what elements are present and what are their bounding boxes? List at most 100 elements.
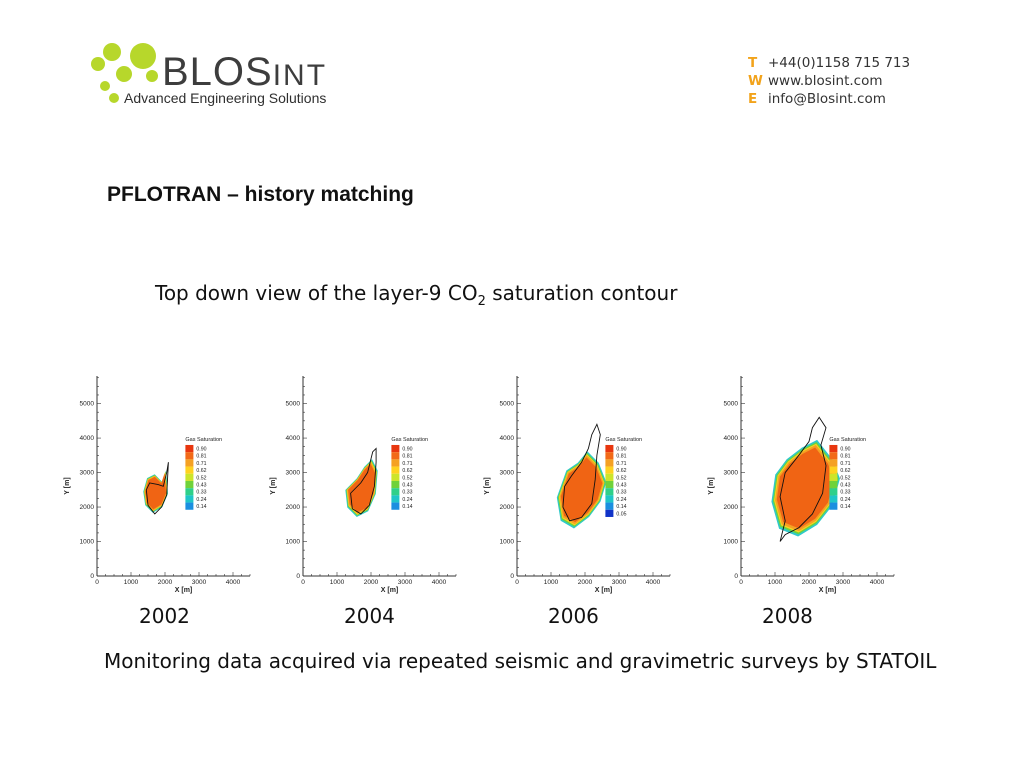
legend-label: 0.33 xyxy=(402,490,412,496)
logo-dot xyxy=(100,81,110,91)
y-tick-label: 5000 xyxy=(500,401,515,408)
plume-contour-band xyxy=(776,447,835,529)
y-tick-label: 2000 xyxy=(80,504,95,511)
legend-label: 0.14 xyxy=(402,504,412,510)
legend-label: 0.81 xyxy=(402,454,412,460)
y-axis-label: Y [m] xyxy=(484,477,491,494)
legend-label: 0.14 xyxy=(196,504,206,510)
logo-dot xyxy=(130,43,156,69)
legend-swatch xyxy=(391,502,400,510)
legend-label: 0.43 xyxy=(840,482,850,488)
legend-swatch xyxy=(391,480,400,489)
legend-swatch xyxy=(605,488,614,496)
legend-swatch xyxy=(391,488,400,496)
legend-swatch xyxy=(829,452,838,460)
y-tick-label: 2000 xyxy=(286,504,301,511)
legend-title: Gas Saturation xyxy=(185,437,222,443)
x-tick-label: 0 xyxy=(515,579,519,586)
plume-contour-band xyxy=(145,473,167,510)
x-tick-label: 1000 xyxy=(544,579,559,586)
y-tick-label: 1000 xyxy=(500,539,515,546)
logo-dot xyxy=(91,57,105,71)
legend-title: Gas Saturation xyxy=(391,437,428,443)
legend-swatch xyxy=(185,466,194,474)
legend-label: 0.14 xyxy=(616,504,626,510)
y-tick-label: 4000 xyxy=(80,435,95,442)
x-tick-label: 3000 xyxy=(612,579,627,586)
legend-label: 0.81 xyxy=(616,454,626,460)
saturation-plot-2004: 0 1000 2000 3000 4000 0 1000 2000 3000 4000 5000 X … xyxy=(270,376,457,594)
y-tick-label: 3000 xyxy=(724,470,739,477)
y-tick-label: 0 xyxy=(734,573,738,580)
y-tick-label: 4000 xyxy=(286,435,301,442)
legend-label: 0.52 xyxy=(616,475,626,481)
year-label-2006: 2006 xyxy=(548,604,599,628)
x-tick-label: 1000 xyxy=(768,579,783,586)
y-tick-label: 4000 xyxy=(724,435,739,442)
legend-swatch xyxy=(829,444,838,453)
slide-subtitle: Top down view of the layer-9 CO2 saturat… xyxy=(155,281,678,309)
legend-label: 0.71 xyxy=(196,461,206,467)
legend-label: 0.62 xyxy=(840,468,850,474)
legend-swatch xyxy=(829,480,838,489)
legend-label: 0.90 xyxy=(402,446,412,452)
legend-swatch xyxy=(829,459,838,467)
legend-swatch xyxy=(605,495,614,503)
legend-label: 0.71 xyxy=(840,461,850,467)
x-tick-label: 2000 xyxy=(158,579,173,586)
x-tick-label: 3000 xyxy=(398,579,413,586)
legend-label: 0.52 xyxy=(196,475,206,481)
saturation-plot-2008: 0 1000 2000 3000 4000 0 1000 2000 3000 4000 5000 X … xyxy=(708,376,895,594)
legend-label: 0.24 xyxy=(402,497,412,503)
y-tick-label: 3000 xyxy=(286,470,301,477)
legend-swatch xyxy=(605,509,614,517)
y-tick-label: 0 xyxy=(296,573,300,580)
legend-swatch xyxy=(605,452,614,460)
x-tick-label: 4000 xyxy=(432,579,447,586)
legend-swatch xyxy=(605,466,614,474)
y-tick-label: 5000 xyxy=(286,401,301,408)
legend-label: 0.43 xyxy=(402,482,412,488)
legend-label: 0.62 xyxy=(402,468,412,474)
brand-tagline: Advanced Engineering Solutions xyxy=(124,90,327,106)
x-tick-label: 2000 xyxy=(578,579,593,586)
x-tick-label: 3000 xyxy=(836,579,851,586)
x-tick-label: 4000 xyxy=(226,579,241,586)
legend-label: 0.43 xyxy=(616,482,626,488)
saturation-plot-2002: 0 1000 2000 3000 4000 0 1000 2000 3000 4000 5000 X … xyxy=(64,376,251,594)
legend-swatch xyxy=(605,502,614,510)
x-tick-label: 3000 xyxy=(192,579,207,586)
plume-contour-band xyxy=(560,457,603,523)
y-tick-label: 3000 xyxy=(80,470,95,477)
legend-label: 0.90 xyxy=(196,446,206,452)
legend-label: 0.90 xyxy=(616,446,626,452)
brand-main: BLOS xyxy=(162,50,273,94)
legend-label: 0.90 xyxy=(840,446,850,452)
legend-swatch xyxy=(829,473,838,481)
y-axis-label: Y [m] xyxy=(708,477,715,494)
y-tick-label: 5000 xyxy=(80,401,95,408)
legend-swatch xyxy=(605,444,614,453)
logo-dot xyxy=(146,70,158,82)
legend-swatch xyxy=(185,488,194,496)
legend-swatch xyxy=(605,480,614,489)
x-tick-label: 1000 xyxy=(124,579,139,586)
x-tick-label: 4000 xyxy=(646,579,661,586)
legend-label: 0.71 xyxy=(402,461,412,467)
legend-swatch xyxy=(185,473,194,481)
y-tick-label: 5000 xyxy=(724,401,739,408)
legend-label: 0.24 xyxy=(196,497,206,503)
x-tick-label: 2000 xyxy=(364,579,379,586)
x-tick-label: 0 xyxy=(739,579,743,586)
brand-name: BLOSINT xyxy=(162,52,327,96)
y-axis-label: Y [m] xyxy=(64,477,71,494)
legend-swatch xyxy=(185,502,194,510)
x-tick-label: 2000 xyxy=(802,579,817,586)
legend-label: 0.14 xyxy=(840,504,850,510)
x-axis-label: X [m] xyxy=(381,587,399,594)
y-tick-label: 3000 xyxy=(500,470,515,477)
y-tick-label: 1000 xyxy=(286,539,301,546)
